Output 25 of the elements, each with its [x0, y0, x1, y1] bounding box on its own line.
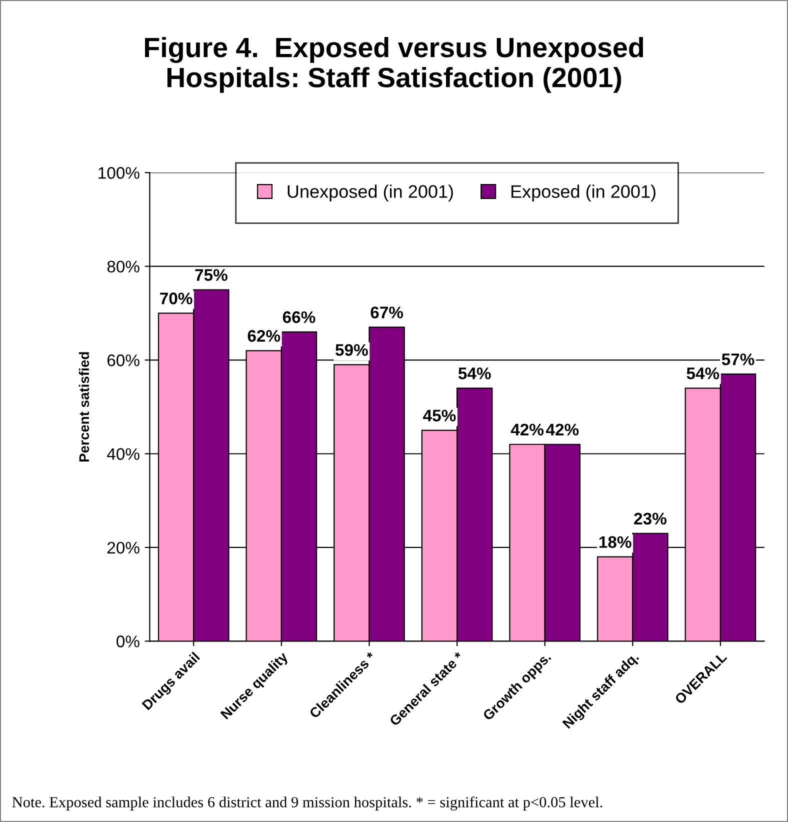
data-label: 57% [722, 353, 754, 366]
data-label: 42% [546, 424, 579, 436]
y-tick-label: 100% [98, 167, 140, 179]
data-label: 23% [634, 512, 666, 525]
data-label: 54% [686, 368, 720, 380]
chart-title: Figure 4. Exposed versus Unexposed Hospitals: Staff Satisfaction (2001) [145, 36, 644, 93]
text: Note. Exposed sample includes 6 district and 9 mission hospitals. * = significant at p<0.05 level. [12, 796, 602, 810]
y-tick-label: 60% [107, 354, 140, 366]
data-label: 75% [195, 269, 228, 281]
y-tick-label: 0% [116, 636, 140, 648]
data-label: 66% [282, 311, 316, 324]
legend-label: Unexposed (in 2001) [288, 184, 453, 202]
data-label: 70% [160, 292, 192, 304]
y-tick-label: 40% [107, 448, 140, 460]
data-label: 54% [458, 368, 491, 380]
y-tick-label: 20% [107, 542, 140, 554]
data-label: 45% [423, 410, 456, 422]
data-label: 67% [370, 306, 404, 318]
y-tick-label: 80% [107, 260, 140, 273]
data-label: 62% [248, 330, 280, 342]
data-label: 18% [599, 536, 632, 548]
data-label: 42% [510, 424, 544, 436]
data-label: 59% [336, 344, 368, 356]
y-axis-title: Percent satisfied [78, 352, 90, 462]
legend-label: Exposed (in 2001) [511, 184, 656, 202]
